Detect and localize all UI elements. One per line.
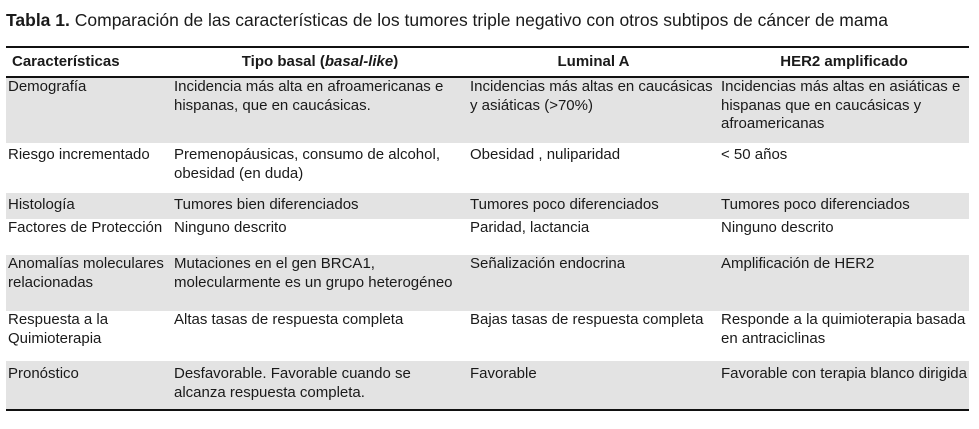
cell-luminal: Obesidad , nuliparidad: [470, 146, 621, 163]
cell-basal: Premenopáusicas, consumo de alcohol, obe…: [174, 146, 440, 182]
header-tipo-basal-suffix: ): [393, 52, 399, 70]
cell-luminal: Favorable: [468, 361, 719, 409]
cell-her2: Responde a la quimioterapia basada en an…: [721, 311, 966, 347]
caption-label: Tabla 1.: [6, 10, 70, 30]
cell-basal: Mutaciones en el gen BRCA1, molecularmen…: [172, 255, 468, 311]
cell-luminal: Bajas tasas de respuesta completa: [470, 311, 704, 328]
header-row: Características Tipo basal (basal-like) …: [6, 48, 969, 78]
cell-her2: Ninguno descrito: [721, 219, 834, 236]
cell-basal: Tumores bien diferenciados: [172, 193, 468, 219]
comparison-table: Características Tipo basal (basal-like) …: [6, 46, 969, 411]
header-luminal-a: Luminal A: [468, 48, 719, 78]
table-row: Factores de Protección Ninguno descrito …: [6, 219, 969, 255]
cell-her2: Favorable con terapia blanco dirigida: [719, 361, 969, 409]
header-her2: HER2 amplificado: [719, 48, 969, 78]
cell-caracteristica: Histología: [6, 193, 172, 219]
table-row: Respuesta a la Quimioterapia Altas tasas…: [6, 311, 969, 361]
table-caption: Tabla 1. Comparación de las característi…: [6, 8, 888, 32]
cell-caracteristica: Respuesta a la Quimioterapia: [8, 311, 109, 347]
cell-basal: Altas tasas de respuesta completa: [174, 311, 404, 328]
cell-luminal: Incidencias más altas en caucásicas y as…: [468, 77, 719, 143]
header-tipo-basal-italic: basal-like: [324, 52, 394, 70]
table-row: Anomalías moleculares relacionadas Mutac…: [6, 255, 969, 311]
cell-luminal: Tumores poco diferenciados: [468, 193, 719, 219]
cell-luminal: Señalización endocrina: [468, 255, 719, 311]
cell-caracteristica: Pronóstico: [6, 361, 172, 409]
cell-basal: Incidencia más alta en afroamericanas e …: [172, 77, 468, 143]
cell-basal: Ninguno descrito: [174, 219, 287, 236]
cell-her2: Incidencias más altas en asiáticas e his…: [719, 77, 969, 143]
cell-caracteristica: Riesgo incrementado: [8, 146, 150, 163]
header-caracteristicas: Características: [6, 48, 172, 78]
cell-caracteristica: Anomalías moleculares relacionadas: [6, 255, 172, 311]
table-row: Demografía Incidencia más alta en afroam…: [6, 77, 969, 143]
table-row: Pronóstico Desfavorable. Favorable cuand…: [6, 361, 969, 409]
caption-text: Comparación de las características de lo…: [74, 10, 888, 30]
header-tipo-basal-prefix: Tipo basal (: [241, 52, 325, 70]
cell-caracteristica: Demografía: [6, 77, 172, 143]
cell-basal: Desfavorable. Favorable cuando se alcanz…: [172, 361, 468, 409]
header-tipo-basal: Tipo basal (basal-like): [172, 48, 468, 78]
table-row: Histología Tumores bien diferenciados Tu…: [6, 193, 969, 219]
cell-her2: Amplificación de HER2: [719, 255, 969, 311]
cell-her2: Tumores poco diferenciados: [719, 193, 969, 219]
comparison-table-grid: Características Tipo basal (basal-like) …: [6, 48, 969, 409]
cell-caracteristica: Factores de Protección: [8, 219, 163, 236]
cell-luminal: Paridad, lactancia: [470, 219, 590, 236]
cell-her2: < 50 años: [721, 146, 788, 163]
table-row: Riesgo incrementado Premenopáusicas, con…: [6, 143, 969, 193]
